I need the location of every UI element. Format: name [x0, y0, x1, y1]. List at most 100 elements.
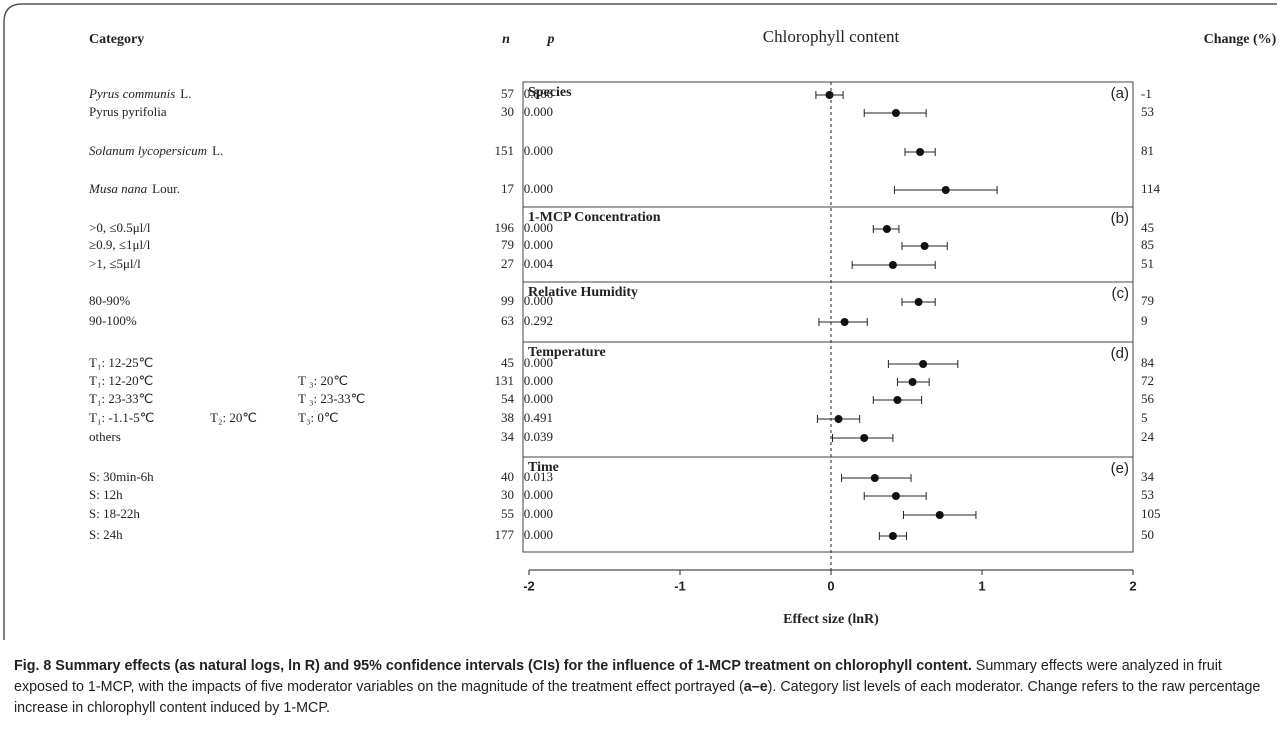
change-value: 84: [1141, 355, 1155, 370]
p-value: 0.000: [524, 237, 553, 252]
change-value: 53: [1141, 487, 1154, 502]
category-label: >0, ≤0.5μl/l: [89, 220, 151, 235]
x-tick-label: 2: [1129, 578, 1136, 593]
change-value: 85: [1141, 237, 1154, 252]
change-value: 5: [1141, 410, 1148, 425]
x-tick-label: -2: [523, 578, 535, 593]
change-value: 51: [1141, 256, 1154, 271]
category-authority: Lour.: [152, 181, 180, 196]
category-label: 90-100%: [89, 313, 137, 328]
panel-tag: (c): [1112, 285, 1130, 302]
effect-point: [919, 360, 928, 368]
change-value: 114: [1141, 181, 1161, 196]
p-value: 0.000: [524, 220, 553, 235]
effect-point: [882, 225, 891, 233]
change-value: 56: [1141, 391, 1155, 406]
effect-point: [914, 298, 923, 306]
category-name: 90-100%: [89, 313, 137, 328]
change-value: 105: [1141, 506, 1161, 521]
category-label: S: 18-22h: [89, 506, 140, 521]
category-label: Pyrus pyrifolia: [89, 104, 167, 119]
n-value: 151: [495, 143, 515, 158]
change-value: -1: [1141, 86, 1152, 101]
header-change: Change (%): [1204, 32, 1277, 47]
p-value: 0.013: [524, 469, 553, 484]
panel-box: [522, 81, 1134, 208]
panel-label: Relative Humidity: [528, 285, 638, 300]
p-value: 0.000: [524, 104, 553, 119]
header-p: p: [547, 32, 555, 47]
caption-text: a–e: [743, 679, 768, 695]
change-value: 34: [1141, 469, 1155, 484]
category-name: S: 24h: [89, 527, 123, 542]
category-label: ≥0.9, ≤1μl/l: [89, 237, 151, 252]
n-value: 17: [501, 181, 515, 196]
category-label: S: 24h: [89, 527, 123, 542]
change-value: 72: [1141, 373, 1154, 388]
panel-label: Temperature: [528, 345, 606, 360]
category-label: S: 30min-6h: [89, 469, 154, 484]
category-label: >1, ≤5μl/l: [89, 256, 141, 271]
category-label: T₂: 20℃: [210, 410, 257, 425]
effect-point: [916, 148, 925, 156]
chart: Category n p Chlorophyll content Change …: [3, 3, 1277, 640]
p-value: 0.491: [524, 410, 553, 425]
n-value: 99: [501, 293, 514, 308]
n-value: 34: [501, 429, 515, 444]
caption-title: Fig. 8 Summary effects (as natural logs,…: [14, 658, 972, 674]
chart-title: Chlorophyll content: [763, 27, 900, 46]
category-name: S: 12h: [89, 487, 123, 502]
category-name: Pyrus pyrifolia: [89, 104, 167, 119]
effect-point: [834, 415, 843, 423]
change-value: 45: [1141, 220, 1154, 235]
n-value: 45: [501, 355, 514, 370]
p-value: 0.000: [524, 181, 553, 196]
category-authority: L.: [212, 143, 223, 158]
x-tick-label: 0: [827, 578, 834, 593]
category-label: Musa nana Lour.: [88, 181, 180, 196]
n-value: 196: [495, 220, 515, 235]
caption-text: ). Category list levels of each moderato…: [14, 679, 1261, 716]
category-label: S: 12h: [89, 487, 123, 502]
change-value: 9: [1141, 313, 1148, 328]
category-name: >1, ≤5μl/l: [89, 256, 141, 271]
effect-point: [908, 378, 917, 386]
panel-label: 1-MCP Concentration: [528, 210, 661, 225]
p-value: 0.000: [524, 527, 553, 542]
n-value: 38: [501, 410, 514, 425]
category-name: Pyrus communis: [88, 86, 175, 101]
category-label: T ₃: 23-33℃: [298, 391, 365, 406]
panel-tag: (d): [1111, 345, 1129, 362]
change-value: 53: [1141, 104, 1154, 119]
category-name: Musa nana: [88, 181, 148, 196]
category-name: >0, ≤0.5μl/l: [89, 220, 151, 235]
category-label: T₃: 0℃: [298, 410, 338, 425]
effect-point: [860, 434, 869, 442]
p-value: 0.000: [524, 391, 553, 406]
x-tick-label: -1: [674, 578, 686, 593]
effect-point: [941, 186, 950, 194]
category-name: S: 30min-6h: [89, 469, 154, 484]
category-name: others: [89, 429, 121, 444]
panel-box: [522, 341, 1134, 458]
n-value: 30: [501, 104, 514, 119]
figure-frame: [3, 3, 1277, 640]
n-value: 40: [501, 469, 514, 484]
n-value: 79: [501, 237, 514, 252]
x-axis-label: Effect size (lnR): [783, 612, 879, 627]
change-value: 81: [1141, 143, 1154, 158]
p-value: 0.000: [524, 506, 553, 521]
panel-label: Time: [528, 460, 559, 475]
change-value: 24: [1141, 429, 1155, 444]
effect-point: [888, 261, 897, 269]
effect-point: [870, 474, 879, 482]
effect-point: [891, 492, 900, 500]
n-value: 63: [501, 313, 514, 328]
header-n: n: [502, 32, 510, 47]
n-value: 55: [501, 506, 514, 521]
caption-text: Summary effects were analyzed in fruit e…: [14, 658, 1222, 695]
p-value: 0.004: [524, 256, 554, 271]
effect-point: [935, 511, 944, 519]
panel-box: [522, 456, 1134, 553]
